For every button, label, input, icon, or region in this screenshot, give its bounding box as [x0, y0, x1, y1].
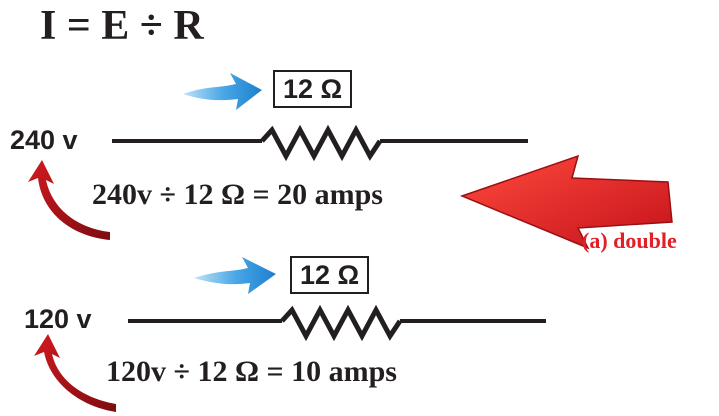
equation-text: 120v ÷ 12 Ω = 10 amps [106, 355, 397, 388]
curved-arrow-icon [34, 334, 116, 412]
curved-arrow-icon [28, 160, 110, 240]
resistance-label: 12 Ω [290, 256, 370, 294]
resistance-label: 12 Ω [273, 70, 353, 108]
wire-2 [128, 304, 546, 342]
voltage-label: 240 v [10, 125, 78, 155]
callout-label: (a) double [582, 228, 677, 253]
formula-title: I = E ÷ R [40, 3, 204, 49]
equation-text: 240v ÷ 12 Ω = 20 amps [92, 178, 383, 211]
voltage-label: 120 v [24, 304, 92, 334]
blue-arrow-icon [183, 73, 262, 110]
red-arrow-icon [459, 154, 673, 250]
blue-arrow-icon [194, 257, 276, 294]
wire-1 [112, 124, 528, 162]
